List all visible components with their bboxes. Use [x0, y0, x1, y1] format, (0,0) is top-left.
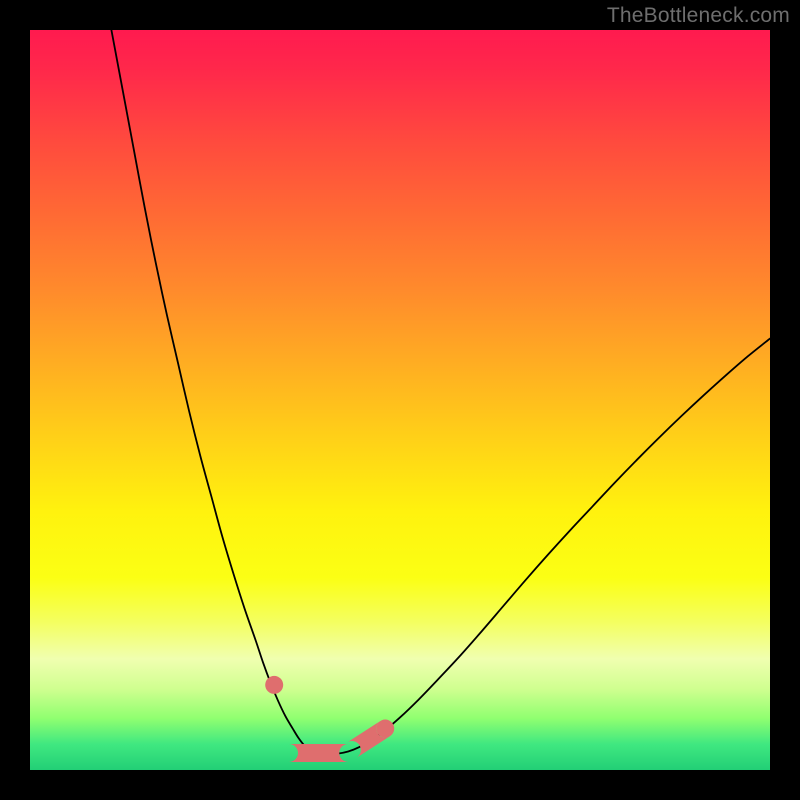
- gradient-background: [30, 30, 770, 770]
- bottleneck-curve-chart: [30, 30, 770, 770]
- marker-dot-left: [265, 676, 283, 694]
- watermark-text: TheBottleneck.com: [607, 4, 790, 28]
- plot-area: [30, 30, 770, 770]
- marker-run-ascending-cap: [376, 720, 394, 738]
- chart-outer-frame: TheBottleneck.com: [0, 0, 800, 800]
